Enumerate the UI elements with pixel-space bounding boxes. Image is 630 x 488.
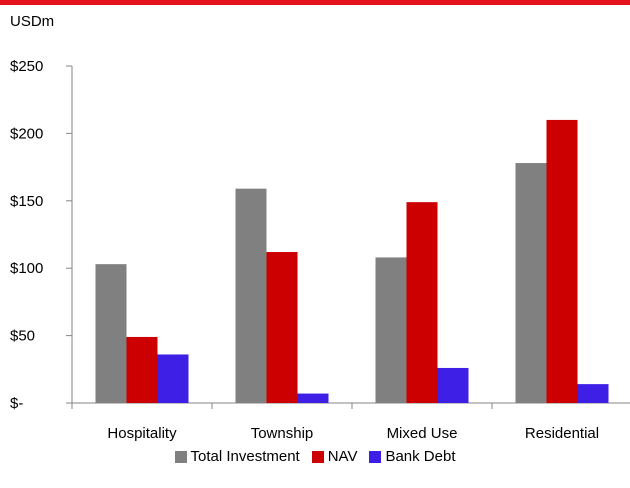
legend-item: NAV [311, 448, 358, 465]
bar-total-investment [95, 264, 127, 403]
bar-bank-debt [157, 354, 189, 403]
legend-swatch [174, 450, 187, 463]
chart-legend: Total Investment NAV Bank Debt [0, 448, 630, 465]
bar-total-investment [375, 257, 407, 403]
bar-nav [406, 202, 438, 403]
bar-nav [126, 336, 158, 403]
x-tick-label: Hospitality [107, 425, 177, 442]
y-tick-label: $200 [10, 125, 43, 142]
x-tick-label: Mixed Use [387, 425, 458, 442]
x-tick-label: Township [251, 425, 314, 442]
y-tick-label: $250 [10, 58, 43, 75]
legend-swatch [311, 450, 324, 463]
unit-label: USDm [10, 13, 55, 30]
legend-item: Total Investment [174, 448, 300, 465]
y-tick-label: $150 [10, 193, 43, 210]
bar-bank-debt [297, 393, 329, 403]
top-accent-band [0, 0, 630, 5]
y-tick-label: $50 [10, 328, 35, 345]
bar-nav [266, 252, 298, 403]
x-tick-label: Residential [525, 425, 599, 442]
legend-item: Bank Debt [369, 448, 456, 465]
bar-total-investment [515, 163, 547, 403]
bar-bank-debt [437, 367, 469, 403]
y-tick-label: $100 [10, 260, 43, 277]
legend-label: Total Investment [190, 448, 300, 465]
bar-total-investment [235, 188, 267, 403]
y-tick-label: $- [10, 395, 23, 412]
legend-label: NAV [327, 448, 358, 465]
legend-label: Bank Debt [385, 448, 456, 465]
bar-nav [546, 119, 578, 404]
bar-bank-debt [577, 384, 609, 403]
legend-swatch [369, 450, 382, 463]
bar-chart: $- $50 $100 $150 $200 $250 Hospitality Township… [10, 58, 630, 442]
